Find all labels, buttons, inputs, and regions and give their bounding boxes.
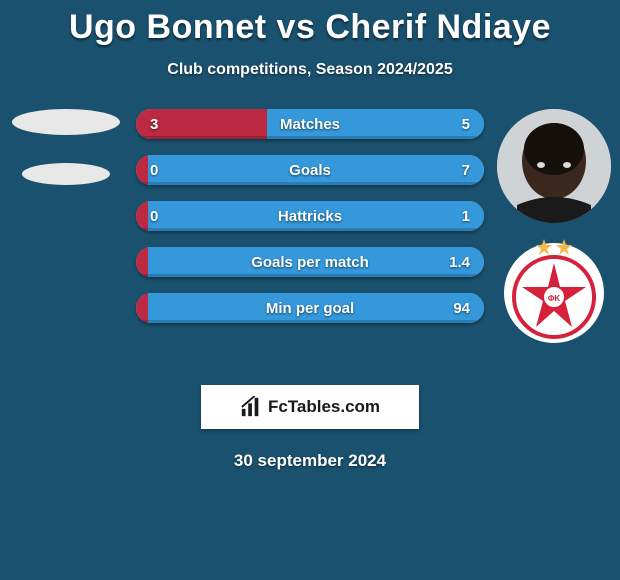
bar-right-value: 1.4 bbox=[449, 247, 470, 277]
bar-label: Hattricks bbox=[136, 201, 484, 231]
bar-label: Matches bbox=[136, 109, 484, 139]
right-player-photo bbox=[497, 109, 611, 223]
bar-left-value: 0 bbox=[150, 155, 158, 185]
bar-right-value: 7 bbox=[462, 155, 470, 185]
player-head-icon bbox=[497, 109, 611, 223]
bar-label: Min per goal bbox=[136, 293, 484, 323]
bar-left-value: 3 bbox=[150, 109, 158, 139]
chart-icon bbox=[240, 396, 262, 418]
left-club-badge-placeholder bbox=[22, 163, 110, 185]
left-player-photo-placeholder bbox=[12, 109, 120, 135]
stat-bars-container: Matches35Goals07Hattricks01Goals per mat… bbox=[136, 109, 484, 339]
club-crest-icon: ΦK bbox=[504, 243, 604, 343]
subtitle: Club competitions, Season 2024/2025 bbox=[0, 61, 620, 79]
stat-bar-row: Hattricks0 1 bbox=[136, 201, 484, 231]
bar-right-value: 94 bbox=[453, 293, 470, 323]
bar-label: Goals per match bbox=[136, 247, 484, 277]
bar-right-value: 5 bbox=[462, 109, 470, 139]
footer-brand-text: FcTables.com bbox=[268, 397, 380, 417]
right-club-badge: ΦK bbox=[504, 243, 604, 343]
date-text: 30 september 2024 bbox=[0, 451, 620, 471]
bar-left-value: 0 bbox=[150, 201, 158, 231]
right-player-column: ΦK bbox=[494, 109, 614, 343]
stat-bar-row: Min per goal94 bbox=[136, 293, 484, 323]
stat-bar-row: Goals0 7 bbox=[136, 155, 484, 185]
bar-right-value: 1 bbox=[462, 201, 470, 231]
footer-brand-badge: FcTables.com bbox=[201, 385, 419, 429]
stat-bar-row: Matches3 5 bbox=[136, 109, 484, 139]
left-player-column bbox=[6, 109, 126, 213]
bar-label: Goals bbox=[136, 155, 484, 185]
page-title: Ugo Bonnet vs Cherif Ndiaye bbox=[0, 0, 620, 47]
svg-text:ΦK: ΦK bbox=[548, 294, 561, 303]
stat-bar-row: Goals per match1.4 bbox=[136, 247, 484, 277]
comparison-content: ΦK Matches35Goals07Hattricks01Goals per … bbox=[0, 109, 620, 379]
